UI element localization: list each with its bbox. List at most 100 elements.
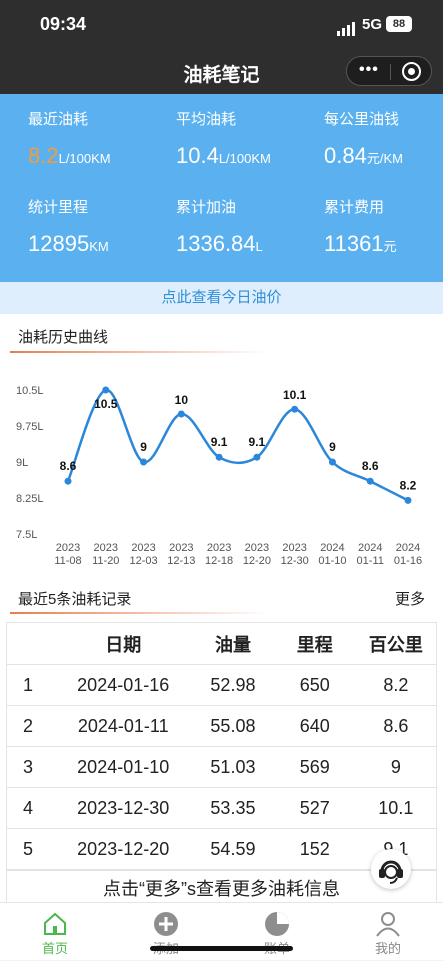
- row-fuel: 53.35: [192, 787, 274, 829]
- stat-unit: KM: [89, 239, 109, 254]
- capsule-divider: [390, 64, 391, 80]
- row-fuel: 52.98: [192, 664, 274, 706]
- row-index: 4: [6, 787, 55, 829]
- x-tick-label: 2024 01-16: [394, 542, 422, 567]
- more-link[interactable]: 更多: [394, 591, 425, 608]
- data-point: [215, 453, 223, 461]
- stat-label: 平均油耗: [176, 111, 237, 128]
- x-tick-label: 2023 11-08: [54, 542, 81, 567]
- x-tick-label: 2023 11-20: [92, 542, 119, 567]
- tab-home[interactable]: 首页: [15, 903, 95, 961]
- data-point: [366, 477, 374, 485]
- row-date: 2024-01-11: [54, 705, 193, 747]
- tab-mine[interactable]: 我的: [348, 903, 428, 961]
- stat-value: 1336.84: [176, 231, 256, 256]
- more-menu-icon[interactable]: •••: [359, 61, 379, 78]
- data-label: 9: [329, 440, 336, 454]
- row-per-100km: 8.6: [355, 705, 437, 747]
- row-mileage: 640: [273, 705, 356, 747]
- home-indicator: [150, 946, 293, 951]
- data-point: [291, 405, 299, 413]
- table-row[interactable]: 1 2024-01-16 52.98 650 8.2: [6, 664, 437, 706]
- stat-label: 累计费用: [324, 199, 385, 216]
- headset-icon: [379, 860, 403, 884]
- signal-icon: [337, 18, 357, 36]
- data-point: [177, 410, 185, 418]
- data-label: 8.6: [362, 459, 379, 473]
- tab-label: 首页: [41, 941, 68, 956]
- row-index: 2: [6, 705, 55, 747]
- data-label: 9.1: [249, 435, 266, 449]
- row-date: 2024-01-16: [54, 664, 193, 706]
- chart-section-title: 油耗历史曲线: [18, 329, 109, 346]
- column-header-mileage: 里程: [273, 622, 356, 665]
- stat-unit: 元/KM: [366, 151, 403, 166]
- row-mileage: 527: [273, 787, 356, 829]
- table-row[interactable]: 2 2024-01-11 55.08 640 8.6: [6, 705, 437, 747]
- stat-label: 累计加油: [176, 199, 237, 216]
- column-header-per-100km: 百公里: [355, 622, 437, 665]
- tab-label: 我的: [374, 941, 401, 956]
- status-bar: 09:34 5G 88: [0, 0, 443, 50]
- stat-label: 每公里油钱: [324, 111, 400, 128]
- stat-total-cost: 累计费用 11361元: [324, 196, 443, 257]
- row-date: 2023-12-30: [54, 787, 193, 829]
- stat-value: 12895: [28, 231, 90, 256]
- stat-value: 11361: [324, 231, 384, 256]
- column-header-date: 日期: [54, 622, 193, 665]
- y-tick-label: 9L: [16, 457, 28, 469]
- x-tick-label: 2023 12-18: [205, 542, 233, 567]
- row-mileage: 650: [273, 664, 356, 706]
- records-table: 日期 油量 里程 百公里 1 2024-01-16 52.98 650 8.2 …: [6, 622, 437, 870]
- x-tick-label: 2024 01-11: [357, 542, 384, 567]
- row-fuel: 54.59: [192, 828, 274, 870]
- stat-value: 8.2: [28, 143, 59, 168]
- stat-cost-per-km: 每公里油钱 0.84元/KM: [324, 108, 443, 169]
- column-header-index: [6, 622, 55, 665]
- fuel-price-link[interactable]: 点此查看今日油价: [0, 282, 443, 314]
- customer-service-button[interactable]: [371, 849, 411, 889]
- column-header-fuel: 油量: [192, 622, 274, 665]
- tab-bill[interactable]: 账单: [237, 903, 317, 961]
- row-fuel: 55.08: [192, 705, 274, 747]
- y-tick-label: 9.75L: [16, 421, 44, 433]
- stats-panel: 最近油耗 8.2L/100KM 平均油耗 10.4L/100KM 每公里油钱 0…: [0, 94, 443, 282]
- network-label: 5G: [362, 16, 383, 33]
- row-per-100km: 8.2: [355, 664, 437, 706]
- stat-average-consumption: 平均油耗 10.4L/100KM: [176, 108, 316, 169]
- more-info-button[interactable]: 点击“更多”s查看更多油耗信息: [6, 870, 437, 906]
- tab-bar: 首页 添加 账单 我的: [0, 902, 443, 960]
- add-icon: [154, 912, 178, 936]
- user-icon: [376, 912, 400, 937]
- stat-label: 最近油耗: [28, 111, 89, 128]
- battery-icon: 88: [386, 16, 412, 32]
- section-underline: [10, 612, 270, 614]
- mini-program-capsule: •••: [346, 56, 432, 86]
- row-per-100km: 9: [355, 746, 437, 788]
- table-header-row: 日期 油量 里程 百公里: [6, 622, 437, 665]
- close-circle-icon[interactable]: [402, 62, 421, 81]
- row-index: 1: [6, 664, 55, 706]
- pie-chart-icon: [265, 912, 289, 936]
- table-row[interactable]: 4 2023-12-30 53.35 527 10.1: [6, 787, 437, 829]
- chart-card: 油耗历史曲线 10.5L 9.75L 9L 8.25L 7.5L 2023 11-08 202…: [0, 314, 443, 584]
- data-label: 9: [140, 440, 147, 454]
- data-point: [253, 453, 261, 461]
- data-label: 8.2: [400, 478, 417, 492]
- x-tick-label: 2023 12-20: [243, 542, 271, 567]
- stat-unit: L/100KM: [218, 151, 271, 166]
- records-section-title: 最近5条油耗记录: [18, 591, 132, 608]
- stat-value: 10.4: [176, 143, 219, 168]
- x-tick-label: 2023 12-13: [167, 542, 195, 567]
- data-label: 8.6: [60, 459, 77, 473]
- tab-add[interactable]: 添加: [126, 903, 206, 961]
- row-date: 2023-12-20: [54, 828, 193, 870]
- stat-total-mileage: 统计里程 12895KM: [28, 196, 168, 257]
- table-row[interactable]: 3 2024-01-10 51.03 569 9: [6, 746, 437, 788]
- y-tick-label: 8.25L: [16, 493, 44, 505]
- stat-unit: L: [255, 239, 263, 254]
- data-label: 10.5: [94, 397, 118, 411]
- y-tick-label: 10.5L: [16, 385, 44, 397]
- stat-recent-consumption: 最近油耗 8.2L/100KM: [28, 108, 168, 169]
- stat-unit: L/100KM: [58, 151, 111, 166]
